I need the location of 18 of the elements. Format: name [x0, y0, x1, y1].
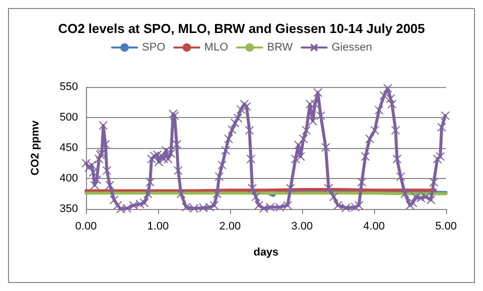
y-axis-title: CO2 ppmv: [30, 120, 42, 176]
x-tick-label: 1.00: [147, 220, 169, 232]
legend-label: SPO: [142, 42, 166, 54]
x-tick-label: 3.00: [291, 220, 313, 232]
y-tick-label: 400: [60, 172, 78, 184]
y-tick-label: 350: [60, 203, 78, 215]
x-tick-label: 0.00: [75, 220, 97, 232]
legend-label: BRW: [267, 42, 294, 54]
y-tick-label: 450: [60, 142, 78, 154]
y-tick-label: 500: [60, 112, 78, 124]
x-axis-title: days: [253, 246, 279, 258]
x-tick-label: 4.00: [363, 220, 385, 232]
legend-label: MLO: [204, 42, 229, 54]
legend-label: Giessen: [332, 42, 372, 54]
chart-title: CO2 levels at SPO, MLO, BRW and Giessen 10-14 July 2005: [58, 21, 425, 36]
x-tick-label: 2.00: [219, 220, 241, 232]
y-tick-label: 550: [60, 81, 78, 93]
x-tick-label: 5.00: [435, 220, 457, 232]
